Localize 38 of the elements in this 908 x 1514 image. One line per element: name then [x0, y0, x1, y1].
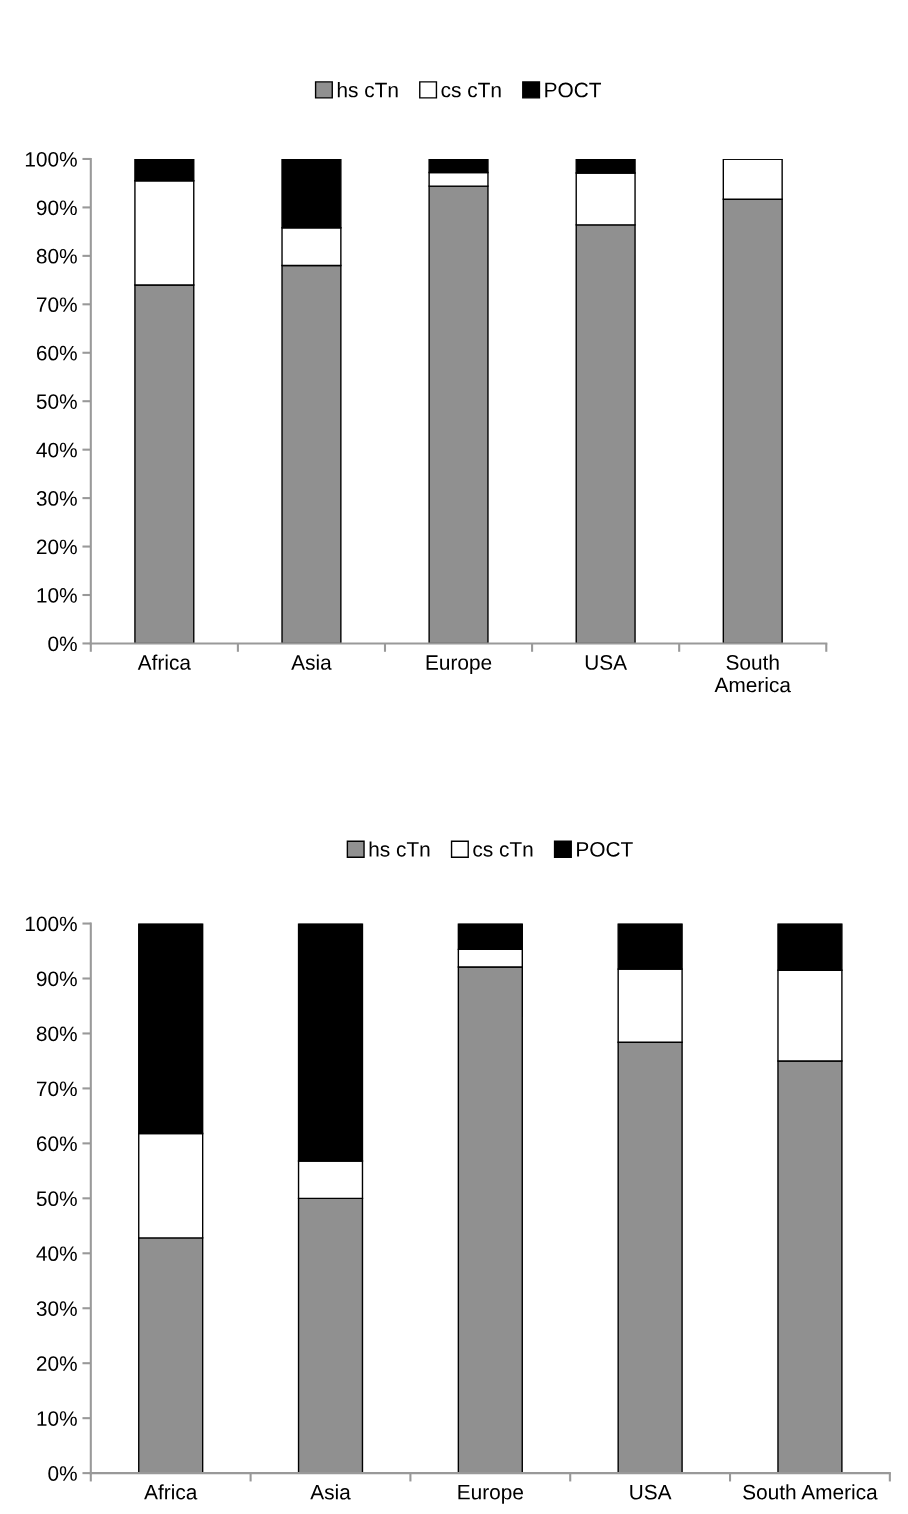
- x-tick-label: Africa: [137, 654, 191, 670]
- x-tick-label: USA: [585, 655, 628, 670]
- x-tick-label: Asia: [291, 654, 332, 670]
- y-tick-label: 0%: [48, 636, 77, 652]
- y-tick-label: 20%: [36, 539, 77, 555]
- x-tick-label: Europe: [426, 655, 492, 674]
- y-tick-label: 40%: [36, 442, 77, 458]
- y-tick-label: 10%: [37, 588, 77, 603]
- y-tick-label: 0%: [48, 1466, 77, 1481]
- y-tick-label: 30%: [36, 491, 77, 506]
- legend-label: hs cTn: [369, 841, 430, 857]
- y-tick-label: 90%: [36, 971, 77, 987]
- y-tick-label: 40%: [36, 1246, 77, 1262]
- y-tick-label: 80%: [36, 1026, 77, 1042]
- legend-label: cs cTn: [441, 82, 501, 98]
- legend-label: POCT: [545, 82, 602, 98]
- y-tick-label: 50%: [36, 1191, 77, 1207]
- y-tick-label: 100%: [25, 916, 77, 932]
- y-tick-label: 100%: [25, 151, 77, 167]
- y-tick-label: 50%: [36, 394, 77, 409]
- y-tick-label: 60%: [36, 1136, 77, 1152]
- y-tick-label: 90%: [36, 200, 77, 216]
- legend-label: cs cTn: [473, 842, 533, 857]
- legend-label: hs cTn: [337, 82, 398, 98]
- x-tick-label: Asia: [310, 1484, 351, 1500]
- y-tick-label: 10%: [37, 1411, 77, 1426]
- x-tick-label: Africa: [144, 1484, 198, 1500]
- y-tick-label: 70%: [36, 297, 77, 313]
- x-tick-label: South America: [743, 1484, 878, 1500]
- legend-label: POCT: [577, 841, 633, 857]
- y-tick-label: 80%: [36, 248, 77, 264]
- y-tick-label: 30%: [36, 1301, 77, 1316]
- y-tick-label: 60%: [36, 345, 77, 361]
- x-tick-label: Europe: [458, 1485, 523, 1504]
- x-tick-label: USA: [630, 1484, 672, 1500]
- y-tick-label: 70%: [36, 1081, 77, 1097]
- y-tick-label: 20%: [36, 1356, 77, 1371]
- x-tick-label: South America: [714, 654, 791, 693]
